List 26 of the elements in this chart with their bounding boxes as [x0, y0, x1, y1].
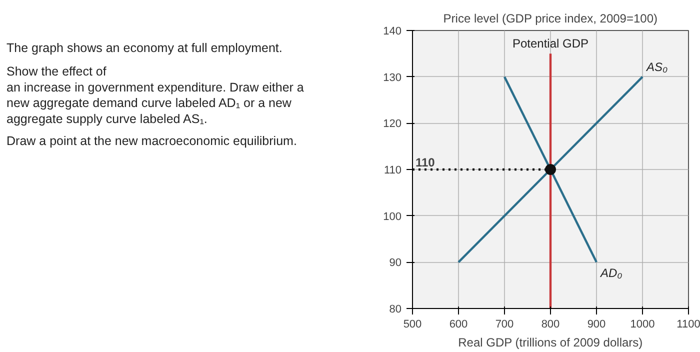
series-label: Potential GDP	[512, 36, 589, 51]
y-tick-label: 100	[383, 210, 402, 223]
y-tick-label: 120	[383, 118, 402, 130]
y-tick-label: 80	[389, 304, 402, 316]
y-tick-label: 140	[383, 26, 402, 38]
x-tick-label: 1000	[630, 318, 655, 330]
text: aggregate supply curve labeled AS₁.	[6, 112, 208, 126]
x-tick-label: 600	[449, 318, 468, 330]
text: Show the effect of	[6, 64, 107, 79]
x-tick-label: 900	[587, 318, 606, 330]
x-tick-label: 1100	[676, 318, 700, 330]
text: The graph shows an economy at full employment.	[6, 40, 282, 55]
y-tick-label: 110	[384, 164, 402, 176]
x-tick-label: 700	[495, 318, 514, 330]
x-axis-title: Real GDP (trillions of 2009 dollars)	[458, 336, 643, 350]
x-tick-label: 800	[541, 318, 560, 330]
annotation: 110	[416, 156, 436, 170]
text: new aggregate demand curve labeled AD₁ or a new	[6, 96, 292, 110]
series-label: AS₀	[646, 60, 668, 74]
x-tick-label: 500	[403, 318, 422, 330]
y-axis-title: Price level (GDP price index, 2009=100)	[443, 12, 658, 26]
text: an increase in government expenditure. Draw either a	[6, 80, 304, 94]
series-label: AD₀	[600, 266, 622, 280]
text: Draw a point at the new macroeconomic equilibrium.	[6, 134, 297, 148]
y-tick-label: 130	[383, 72, 402, 84]
y-tick-label: 90	[389, 257, 402, 270]
